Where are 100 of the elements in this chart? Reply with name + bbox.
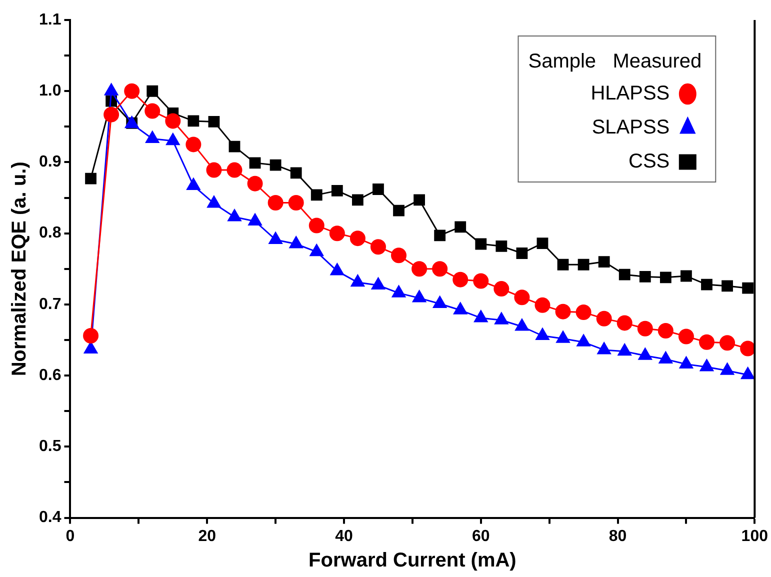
point (638, 348, 652, 360)
point (433, 296, 447, 308)
point (516, 248, 528, 259)
point (536, 328, 550, 340)
point (454, 221, 466, 233)
legend-label: CSS (628, 150, 670, 173)
legend-label: HLAPSS (590, 82, 670, 105)
point (434, 230, 446, 242)
x-tick-label: 0 (66, 528, 75, 545)
point (658, 351, 672, 364)
point (124, 83, 140, 99)
y-tick-label: 0.8 (38, 224, 62, 242)
point (248, 214, 262, 226)
point (616, 315, 632, 331)
point (680, 270, 692, 282)
point (722, 280, 733, 292)
point (412, 290, 426, 302)
point (310, 189, 322, 201)
point (473, 273, 489, 289)
point (350, 230, 366, 246)
point (84, 342, 98, 354)
point (720, 335, 736, 351)
point (557, 258, 569, 270)
point (308, 218, 324, 234)
point (228, 209, 242, 222)
point (576, 304, 592, 320)
point (637, 320, 653, 336)
y-tick-label: 0.5 (38, 438, 62, 456)
point (475, 238, 487, 250)
point (228, 140, 240, 152)
point (536, 238, 548, 249)
point (658, 323, 674, 339)
y-tick-label: 1.0 (38, 82, 62, 100)
point (352, 194, 364, 206)
point (515, 318, 529, 331)
point (372, 184, 384, 195)
point (144, 103, 160, 119)
point (412, 261, 428, 277)
x-tick-label: 80 (608, 528, 627, 545)
point (268, 195, 284, 211)
point (207, 196, 221, 208)
point (290, 167, 302, 179)
point (596, 310, 612, 326)
point (208, 116, 220, 128)
point (597, 342, 611, 354)
point (598, 256, 610, 268)
point (720, 362, 734, 375)
point (474, 310, 488, 322)
point (371, 278, 386, 290)
point (432, 261, 448, 277)
point (270, 159, 282, 171)
y-tick-label: 0.4 (38, 509, 62, 526)
point (576, 334, 590, 346)
point (330, 263, 344, 276)
point (392, 285, 406, 298)
point (618, 268, 630, 280)
x-axis-title: Forward Current (mA) (308, 550, 516, 572)
point (534, 297, 550, 313)
x-tick-label: 40 (335, 528, 354, 545)
point (494, 312, 508, 324)
x-tick-label: 20 (198, 528, 216, 545)
point (494, 281, 510, 297)
point (83, 328, 99, 344)
point (85, 172, 96, 184)
point (391, 248, 407, 264)
x-tick-label: 100 (741, 528, 768, 545)
point (639, 271, 651, 282)
point (393, 204, 404, 216)
point (660, 272, 672, 284)
point (331, 184, 343, 196)
point (454, 302, 468, 314)
point (452, 272, 468, 288)
point (678, 328, 694, 344)
point (740, 367, 755, 380)
point (329, 226, 345, 242)
point (496, 240, 508, 252)
point (350, 274, 365, 287)
point (414, 194, 425, 206)
y-tick-label: 0.7 (38, 296, 62, 313)
point (186, 136, 202, 152)
y-tick-label: 0.9 (38, 154, 62, 171)
point (578, 258, 590, 270)
point (740, 340, 755, 356)
point (206, 162, 222, 178)
y-axis-title: Normalized EQE (a. u.) (8, 162, 31, 376)
point (618, 344, 632, 356)
y-tick-label: 0.6 (38, 366, 62, 384)
point (226, 162, 242, 178)
point (310, 244, 324, 256)
point (289, 236, 303, 248)
point (701, 278, 712, 290)
point (555, 304, 571, 320)
point (104, 106, 120, 122)
point (370, 239, 386, 255)
point (679, 356, 694, 368)
legend-title: Sample Measured (528, 50, 702, 73)
x-tick-label: 60 (472, 528, 490, 545)
point (514, 290, 530, 306)
point (700, 359, 714, 372)
point (249, 157, 261, 169)
